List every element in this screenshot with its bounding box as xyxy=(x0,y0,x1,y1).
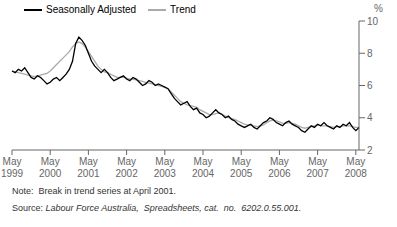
html-text:Seasonally Adjusted: Seasonally Adjusted xyxy=(46,4,137,15)
svg-text:8: 8 xyxy=(367,48,373,59)
svg-text:6: 6 xyxy=(367,80,373,91)
svg-text:4: 4 xyxy=(367,112,373,123)
html-text:Note: Break in trend series at: Note: Break in trend series at April 200… xyxy=(12,186,177,196)
svg-text:10: 10 xyxy=(367,16,379,27)
svg-text:May2008: May2008 xyxy=(345,156,368,179)
svg-text:May2002: May2002 xyxy=(115,156,138,179)
html-text:Source: Labour Force Australia: Source: Labour Force Australia, Spreadsh… xyxy=(12,203,302,213)
html-text:Trend: Trend xyxy=(170,4,196,15)
svg-text:May2005: May2005 xyxy=(230,156,253,179)
svg-text:May2000: May2000 xyxy=(39,156,62,179)
svg-text:May2004: May2004 xyxy=(192,156,215,179)
svg-text:May2006: May2006 xyxy=(268,156,291,179)
svg-text:2: 2 xyxy=(367,145,373,156)
svg-text:May2001: May2001 xyxy=(77,156,100,179)
svg-text:May2003: May2003 xyxy=(154,156,177,179)
svg-text:May2007: May2007 xyxy=(306,156,329,179)
svg-text:May1999: May1999 xyxy=(8,156,24,179)
